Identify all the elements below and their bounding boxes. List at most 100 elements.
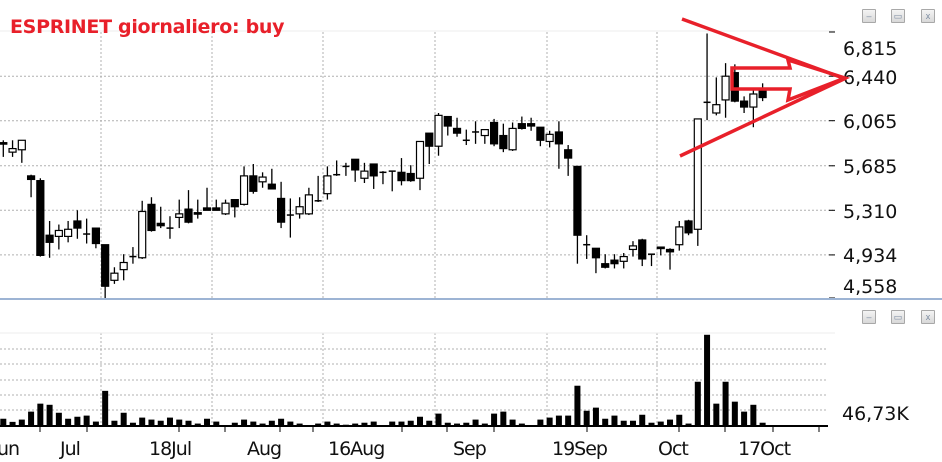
volume-bar bbox=[111, 420, 118, 425]
volume-bar bbox=[407, 420, 414, 425]
candle bbox=[138, 200, 147, 259]
candle-body-up bbox=[54, 229, 63, 237]
candle bbox=[684, 219, 693, 236]
candle bbox=[601, 254, 610, 269]
volume-bar bbox=[92, 421, 99, 425]
candle-body-down bbox=[369, 163, 378, 177]
candle-body-down bbox=[0, 142, 8, 145]
candle bbox=[703, 33, 711, 121]
volume-bar bbox=[120, 412, 127, 425]
candle bbox=[333, 160, 341, 176]
candle-body-up bbox=[323, 175, 332, 195]
volume-bar bbox=[194, 423, 201, 425]
candle-body-down bbox=[489, 121, 499, 145]
candle-body-up bbox=[239, 175, 249, 205]
close-icon: x bbox=[925, 312, 931, 322]
volume-bar bbox=[583, 410, 590, 425]
candle-body-down bbox=[527, 123, 536, 127]
candle-body-up bbox=[480, 129, 489, 137]
candle bbox=[564, 145, 573, 176]
candle bbox=[721, 63, 730, 118]
candle-body-up bbox=[693, 118, 702, 230]
candle bbox=[628, 241, 638, 257]
x-tick-label: 18Jul bbox=[149, 438, 191, 460]
volume-bar bbox=[426, 420, 433, 425]
x-tick-label: 17Oct bbox=[738, 438, 791, 460]
volume-bar bbox=[444, 422, 451, 425]
candle bbox=[415, 140, 425, 191]
candle-body-down bbox=[425, 132, 434, 147]
candle bbox=[379, 171, 387, 185]
volume-bar bbox=[565, 415, 572, 425]
candle-body-up bbox=[175, 213, 184, 219]
candle-body-up bbox=[749, 93, 758, 108]
volume-close-button[interactable]: x bbox=[921, 310, 935, 324]
volume-bar bbox=[398, 421, 405, 425]
candle bbox=[619, 253, 628, 269]
volume-bar bbox=[287, 421, 294, 425]
candle-body-down bbox=[26, 175, 36, 181]
volume-bar bbox=[500, 411, 507, 425]
volume-bar bbox=[129, 422, 136, 425]
volume-bar bbox=[28, 411, 35, 425]
candle-body-down bbox=[406, 172, 415, 182]
volume-bar bbox=[685, 423, 692, 425]
volume-bar bbox=[667, 419, 674, 425]
candle bbox=[517, 116, 526, 130]
volume-bar bbox=[463, 422, 470, 425]
volume-bar bbox=[185, 420, 192, 425]
maximize-icon: ▭ bbox=[893, 11, 903, 21]
volume-bar bbox=[722, 381, 729, 425]
candle-body-up bbox=[119, 261, 128, 271]
candle-body-up bbox=[110, 272, 119, 281]
candle bbox=[443, 115, 452, 136]
candle bbox=[489, 118, 499, 147]
candle-body-down bbox=[591, 247, 601, 259]
candle-body-down bbox=[536, 126, 545, 141]
candle bbox=[54, 224, 63, 250]
volume-bar bbox=[389, 421, 396, 425]
volume-bar bbox=[296, 423, 303, 425]
candle bbox=[8, 140, 17, 157]
volume-bar bbox=[574, 385, 581, 425]
candle bbox=[610, 254, 619, 269]
candle bbox=[434, 112, 443, 156]
y-tick-label: 4,934 bbox=[843, 245, 897, 267]
volume-bar bbox=[620, 420, 627, 425]
candle bbox=[583, 235, 591, 259]
candle bbox=[554, 121, 564, 169]
candle bbox=[83, 218, 91, 244]
minimize-button[interactable]: – bbox=[862, 9, 876, 23]
candle bbox=[119, 254, 128, 281]
candle bbox=[406, 165, 415, 182]
candle bbox=[239, 166, 249, 206]
close-button[interactable]: x bbox=[921, 9, 935, 23]
candle-body-down bbox=[212, 207, 221, 211]
candle bbox=[286, 198, 294, 238]
candle bbox=[249, 164, 258, 194]
volume-bar bbox=[315, 423, 322, 425]
candle-body-up bbox=[258, 176, 267, 183]
volume-minimize-button[interactable]: – bbox=[862, 310, 876, 324]
volume-bar bbox=[731, 401, 738, 425]
volume-bar bbox=[481, 423, 488, 425]
x-tick-label: Aug bbox=[247, 438, 281, 460]
close-icon: x bbox=[925, 11, 931, 21]
candle bbox=[26, 174, 36, 198]
volume-bar bbox=[231, 422, 238, 425]
minimize-icon: – bbox=[866, 312, 872, 322]
right-arrow-icon bbox=[730, 57, 851, 103]
volume-bar bbox=[74, 416, 81, 425]
candle bbox=[648, 253, 655, 267]
volume-maximize-button[interactable]: ▭ bbox=[891, 310, 905, 324]
candle bbox=[64, 220, 73, 243]
volume-bar bbox=[741, 411, 748, 425]
candle bbox=[638, 238, 647, 267]
volume-bar bbox=[278, 418, 285, 425]
maximize-button[interactable]: ▭ bbox=[891, 9, 905, 23]
y-tick-label: 5,685 bbox=[843, 156, 897, 178]
volume-bar bbox=[333, 423, 340, 425]
candle-body-down bbox=[397, 171, 406, 182]
candle-body-down bbox=[73, 220, 82, 229]
